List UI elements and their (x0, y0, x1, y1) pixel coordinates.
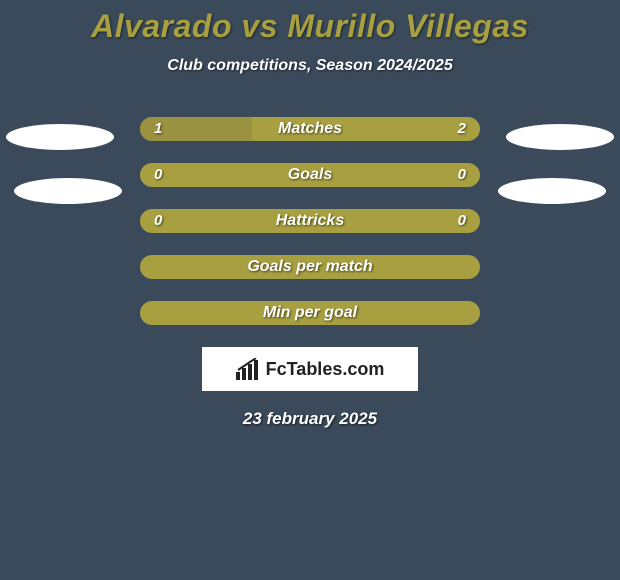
date: 23 february 2025 (0, 409, 620, 429)
stat-row-min-per-goal: Min per goal (140, 301, 480, 325)
stat-row-hattricks: 0 Hattricks 0 (140, 209, 480, 233)
bar-chart-icon (236, 358, 260, 380)
side-decoration (506, 124, 614, 150)
stat-value-right: 2 (458, 117, 466, 141)
stat-label: Min per goal (140, 301, 480, 325)
stat-label: Matches (140, 117, 480, 141)
stat-label: Goals per match (140, 255, 480, 279)
watermark: FcTables.com (202, 347, 418, 391)
stat-row-goals-per-match: Goals per match (140, 255, 480, 279)
subtitle: Club competitions, Season 2024/2025 (0, 57, 620, 75)
side-decoration (6, 124, 114, 150)
stat-row-matches: 1 Matches 2 (140, 117, 480, 141)
stat-value-right: 0 (458, 163, 466, 187)
stat-value-right: 0 (458, 209, 466, 233)
stat-row-goals: 0 Goals 0 (140, 163, 480, 187)
infographic-container: Alvarado vs Murillo Villegas Club compet… (0, 0, 620, 429)
side-decoration (14, 178, 122, 204)
page-title: Alvarado vs Murillo Villegas (0, 8, 620, 45)
stat-label: Goals (140, 163, 480, 187)
watermark-text: FcTables.com (266, 359, 385, 380)
side-decoration (498, 178, 606, 204)
stat-label: Hattricks (140, 209, 480, 233)
